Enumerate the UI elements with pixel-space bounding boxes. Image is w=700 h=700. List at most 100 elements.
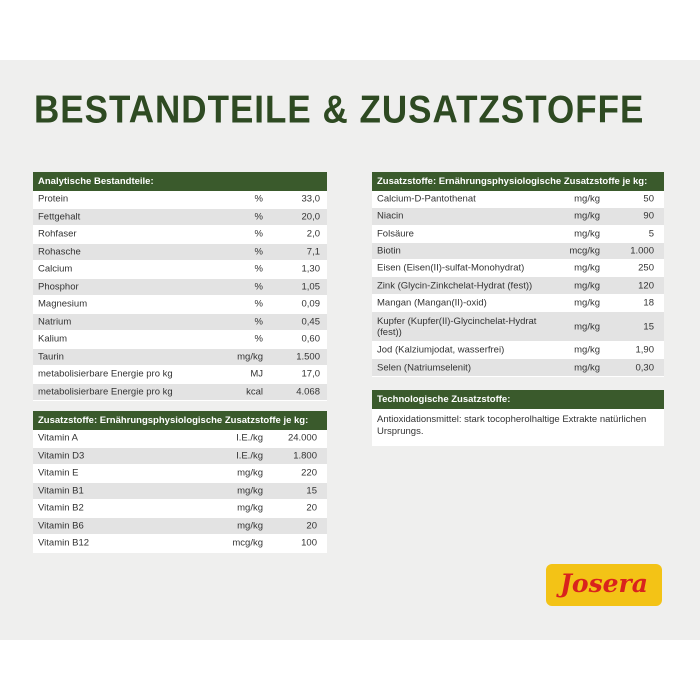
- unit: mcg/kg: [569, 245, 600, 257]
- value: 18: [643, 297, 654, 309]
- table-row: Vitamin D3 I.E./kg 1.800: [33, 447, 327, 465]
- unit: %: [254, 263, 263, 275]
- value: 1.000: [630, 245, 654, 257]
- table-row: Calcium% 1,30: [33, 261, 327, 279]
- value: 0,60: [301, 333, 321, 345]
- table-row: Protein% 33,0: [33, 191, 327, 209]
- brand-logo: Josera: [546, 564, 662, 606]
- nutrient-name: Rohasche: [38, 246, 81, 258]
- nutrient-name: Natrium: [38, 316, 72, 328]
- nutrient-name: Vitamin B1: [38, 485, 84, 497]
- nutrient-name: Niacin: [377, 210, 404, 222]
- value: 120: [638, 280, 654, 292]
- value: 50: [643, 193, 654, 205]
- nutrient-name: Calcium: [38, 263, 73, 275]
- table-row: Magnesium% 0,09: [33, 296, 327, 314]
- table-row: Rohasche% 7,1: [33, 243, 327, 261]
- nutrient-name: Rohfaser: [38, 228, 77, 240]
- table-row: Jod (Kalziumjodat, wasserfrei) mg/kg 1,90: [372, 342, 664, 360]
- nutrient-name: Eisen (Eisen(II)-sulfat-Monohydrat): [377, 262, 525, 274]
- table-header: Technologische Zusatzstoffe:: [372, 390, 664, 409]
- mineral-table: Zusatzstoffe: Ernährungsphysiologische Z…: [372, 172, 664, 377]
- value: 1,30: [301, 263, 321, 275]
- nutrient-name: Kupfer (Kupfer(II)-Glycinchelat-Hydrat (…: [377, 315, 537, 338]
- table-header: Zusatzstoffe: Ernährungsphysiologische Z…: [372, 172, 664, 191]
- table-row: Phosphor% 1,05: [33, 278, 327, 296]
- page-title: BESTANDTEILE & ZUSATZSTOFFE: [34, 88, 645, 132]
- table-row: Vitamin B6 mg/kg 20: [33, 517, 327, 535]
- unit: mg/kg: [574, 362, 600, 374]
- unit: mg/kg: [574, 210, 600, 222]
- table-row: Niacin mg/kg 90: [372, 208, 664, 226]
- nutrient-name: Phosphor: [38, 281, 79, 293]
- nutrient-name: Selen (Natriumselenit): [377, 362, 471, 374]
- unit: %: [254, 228, 263, 240]
- table-row: Calcium-D-Pantothenat mg/kg 50: [372, 191, 664, 209]
- table-row: Vitamin B12 mcg/kg 100: [33, 535, 327, 553]
- unit: %: [254, 246, 263, 258]
- nutrient-name: Protein: [38, 193, 69, 205]
- value: 0,30: [635, 362, 655, 374]
- value: 220: [301, 467, 317, 479]
- nutrient-name: Taurin: [38, 351, 64, 363]
- value: 4.068: [296, 386, 320, 398]
- table-row: Vitamin A I.E./kg 24.000: [33, 430, 327, 448]
- value: 24.000: [287, 432, 317, 444]
- value: 20,0: [301, 211, 321, 223]
- value: 0,09: [301, 298, 321, 310]
- unit: mg/kg: [574, 297, 600, 309]
- unit: %: [254, 333, 263, 345]
- unit: mg/kg: [574, 280, 600, 292]
- technological-table: Technologische Zusatzstoffe: Antioxidati…: [372, 390, 664, 446]
- nutrient-name: Fettgehalt: [38, 211, 81, 223]
- table-row: Folsäure mg/kg 5: [372, 225, 664, 243]
- unit: mg/kg: [574, 228, 600, 240]
- unit: kcal: [246, 386, 263, 398]
- table-row: Mangan (Mangan(II)-oxid) mg/kg 18: [372, 294, 664, 313]
- analytic-table: Analytische Bestandteile: Protein% 33,0 Fet…: [33, 172, 327, 401]
- value: 100: [301, 537, 317, 549]
- note-text: Antioxidationsmittel: stark tocopherolha…: [372, 409, 664, 446]
- value: 20: [306, 520, 317, 532]
- unit: mg/kg: [237, 351, 263, 363]
- unit: %: [254, 316, 263, 328]
- unit: MJ: [250, 368, 263, 380]
- unit: mg/kg: [574, 193, 600, 205]
- table-row: Selen (Natriumselenit) mg/kg 0,30: [372, 359, 664, 377]
- value: 20: [306, 502, 317, 514]
- value: 0,45: [301, 316, 321, 328]
- nutrient-name: Calcium-D-Pantothenat: [377, 193, 476, 205]
- unit: %: [254, 281, 263, 293]
- value: 1.800: [293, 450, 317, 462]
- table-header: Analytische Bestandteile:: [33, 172, 327, 191]
- table-row: Natrium% 0,45: [33, 313, 327, 331]
- value: 1.500: [296, 351, 320, 363]
- nutrient-name: Vitamin A: [38, 432, 78, 444]
- unit: %: [254, 298, 263, 310]
- table-row: Vitamin E mg/kg 220: [33, 465, 327, 483]
- unit: mg/kg: [574, 344, 600, 356]
- value: 7,1: [306, 246, 320, 258]
- value: 2,0: [306, 228, 320, 240]
- nutrient-name: Vitamin E: [38, 467, 79, 479]
- value: 1,90: [635, 344, 655, 356]
- nutrient-name: Folsäure: [377, 228, 414, 240]
- table-row: metabolisierbare Energie pro kg MJ 17,0: [33, 366, 327, 384]
- table-row: Kupfer (Kupfer(II)-Glycinchelat-Hydrat (…: [372, 312, 664, 343]
- table-row: Biotin mcg/kg 1.000: [372, 242, 664, 261]
- unit: %: [254, 211, 263, 223]
- nutrient-name: metabolisierbare Energie pro kg: [38, 368, 173, 380]
- unit: I.E./kg: [236, 432, 263, 444]
- value: 17,0: [301, 368, 321, 380]
- nutrient-name: Kalium: [38, 333, 68, 345]
- nutrient-name: Vitamin B12: [38, 537, 90, 549]
- value: 5: [648, 228, 654, 240]
- table-row: Kalium% 0,60: [33, 331, 327, 349]
- value: 250: [638, 262, 654, 274]
- logo-text: Josera: [560, 569, 648, 598]
- table-header: Zusatzstoffe: Ernährungsphysiologische Z…: [33, 411, 327, 430]
- value: 33,0: [301, 193, 321, 205]
- table-row: Vitamin B1 mg/kg 15: [33, 482, 327, 500]
- unit: I.E./kg: [236, 450, 263, 462]
